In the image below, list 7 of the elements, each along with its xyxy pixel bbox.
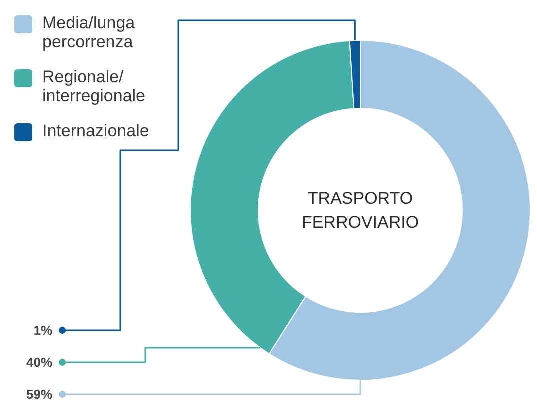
data-label: 1% xyxy=(34,323,53,338)
data-label: 59% xyxy=(26,387,53,402)
legend-label: Regionale/ interregionale xyxy=(42,68,146,106)
text: TRASPORTO FERROVIARIO xyxy=(302,189,420,232)
data-label: 40% xyxy=(26,355,53,370)
legend-label: Internazionale xyxy=(42,122,150,140)
legend-label: Media/lunga percorrenza xyxy=(42,14,136,52)
